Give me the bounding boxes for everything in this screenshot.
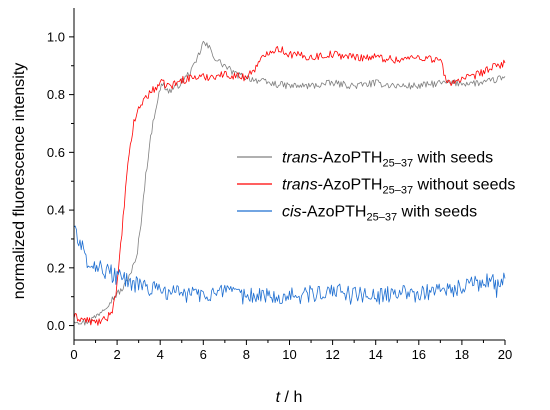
- x-tick-label: 8: [243, 347, 250, 362]
- x-axis-title: t / h: [276, 389, 303, 406]
- x-tick-label: 18: [455, 347, 469, 362]
- legend-name: -AzoPTH: [318, 150, 383, 167]
- x-tick-label: 20: [498, 347, 512, 362]
- legend-label-3: cis-AzoPTH25–37 with seeds: [282, 204, 477, 224]
- x-tick-label: 10: [282, 347, 296, 362]
- legend-prefix: trans: [282, 177, 318, 194]
- legend-subscript: 25–37: [382, 158, 413, 170]
- y-tick-label: 0.8: [47, 87, 65, 102]
- legend-subscript: 25–37: [366, 212, 397, 224]
- legend-label-1: trans-AzoPTH25–37 with seeds: [282, 150, 493, 170]
- legend-subscript: 25–37: [382, 185, 413, 197]
- x-tick-label: 12: [325, 347, 339, 362]
- legend: trans-AzoPTH25–37 with seedstrans-AzoPTH…: [237, 150, 515, 224]
- y-tick-label: 1.0: [47, 29, 65, 44]
- x-axis-separator: /: [280, 389, 293, 406]
- x-tick-label: 4: [157, 347, 164, 362]
- legend-prefix: trans: [282, 150, 318, 167]
- series-line-2: [73, 46, 506, 326]
- x-axis-variable: t: [276, 389, 281, 406]
- y-tick-label: 0.4: [47, 203, 65, 218]
- legend-suffix: with seeds: [397, 204, 477, 221]
- y-tick-label: 0.6: [47, 145, 65, 160]
- legend-name: -AzoPTH: [302, 204, 367, 221]
- legend-suffix: without seeds: [413, 177, 515, 194]
- series-line-3: [73, 225, 506, 305]
- x-tick-label: 0: [70, 347, 77, 362]
- x-tick-label: 14: [368, 347, 382, 362]
- legend-suffix: with seeds: [413, 150, 493, 167]
- legend-name: -AzoPTH: [318, 177, 383, 194]
- legend-prefix: cis: [282, 204, 302, 221]
- series-lines: [73, 40, 506, 326]
- series-line-1: [73, 40, 506, 326]
- y-axis-title: normalized fluorescence intensity: [11, 63, 28, 300]
- ticks: 0 2 4 6 8 10 12 14 16 18 20 0.0 0.2 0.4 0.6 0.8 1.0: [47, 29, 512, 362]
- x-tick-label: 16: [412, 347, 426, 362]
- legend-label-2: trans-AzoPTH25–37 without seeds: [282, 177, 515, 197]
- x-axis-unit: h: [293, 389, 302, 406]
- y-tick-label: 0.2: [47, 260, 65, 275]
- x-tick-label: 2: [113, 347, 120, 362]
- y-tick-label: 0.0: [47, 318, 65, 333]
- x-tick-label: 6: [200, 347, 207, 362]
